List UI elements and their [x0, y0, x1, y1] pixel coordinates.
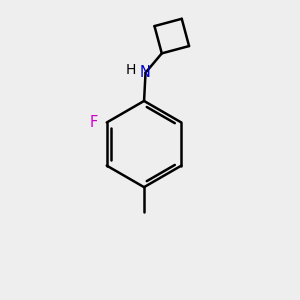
Text: H: H: [126, 63, 136, 77]
Text: N: N: [140, 65, 151, 80]
Text: F: F: [90, 115, 98, 130]
